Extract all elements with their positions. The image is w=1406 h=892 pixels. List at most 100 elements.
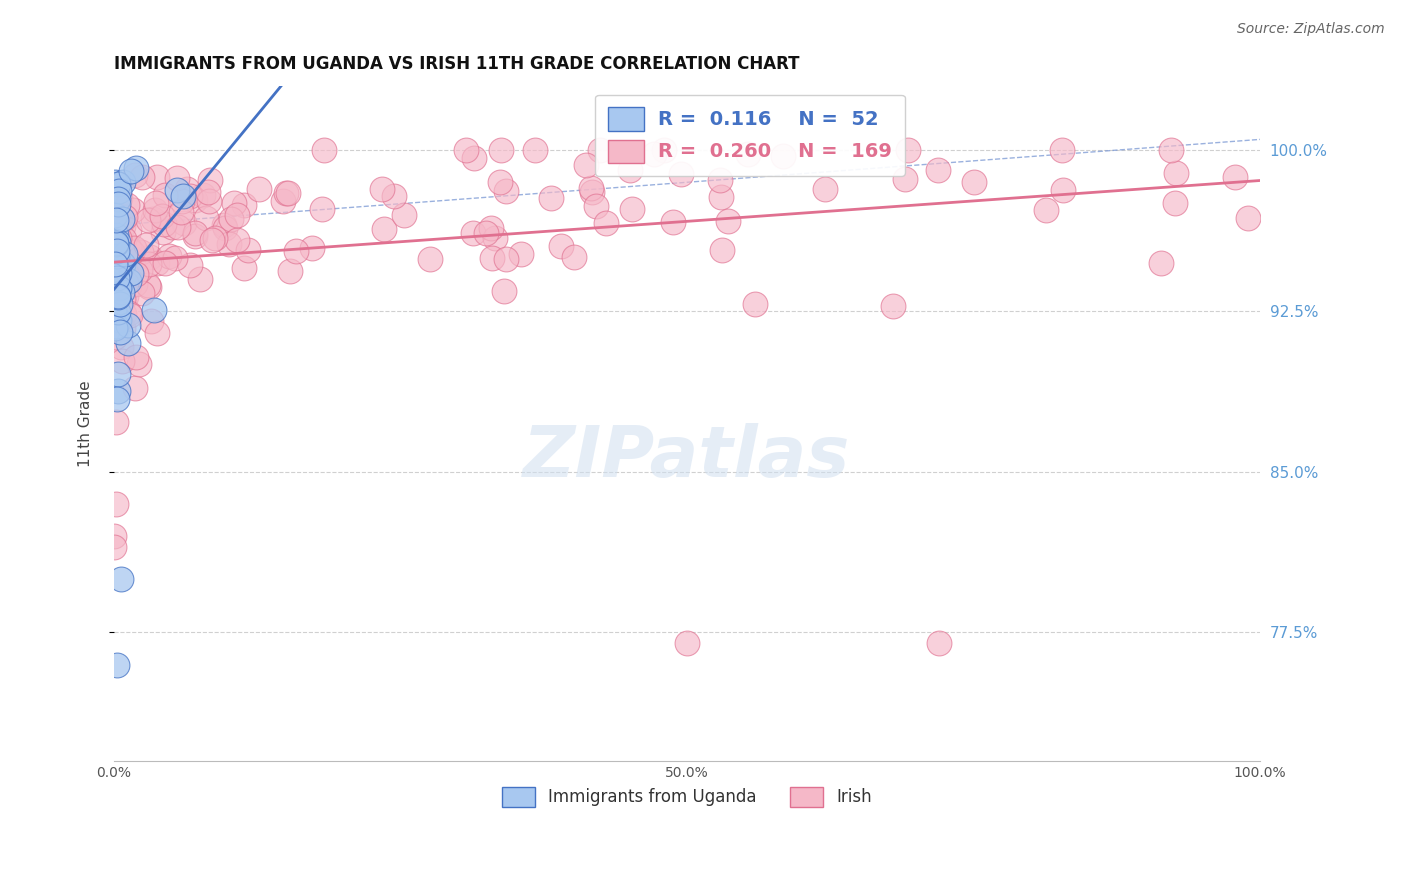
Point: [107, 177, 129, 191]
Point: [128, 262, 150, 277]
Point: [124, 168, 146, 182]
Point: [104, 235, 127, 249]
Point: [1223, 169, 1246, 184]
Point: [107, 319, 129, 334]
Point: [550, 239, 572, 253]
Point: [481, 220, 503, 235]
Point: [118, 252, 141, 267]
Point: [214, 220, 236, 235]
Point: [112, 257, 135, 271]
Point: [115, 198, 138, 212]
Point: [111, 213, 134, 227]
Point: [104, 322, 127, 336]
Point: [104, 256, 127, 270]
Point: [103, 303, 125, 318]
Point: [107, 384, 129, 399]
Point: [1052, 143, 1074, 157]
Point: [197, 185, 219, 199]
Point: [928, 636, 950, 650]
Point: [104, 321, 127, 335]
Point: [1164, 166, 1187, 180]
Point: [104, 208, 127, 222]
Point: [894, 171, 917, 186]
Point: [105, 244, 128, 258]
Point: [392, 208, 415, 222]
Point: [107, 269, 129, 284]
Point: [112, 308, 135, 322]
Point: [145, 196, 167, 211]
Point: [104, 415, 127, 429]
Point: [110, 279, 132, 293]
Point: [138, 280, 160, 294]
Point: [489, 143, 512, 157]
Point: [384, 189, 406, 203]
Point: [120, 267, 142, 281]
Point: [1160, 143, 1182, 157]
Point: [285, 244, 308, 258]
Point: [710, 190, 733, 204]
Point: [108, 231, 131, 245]
Point: [643, 146, 665, 161]
Point: [155, 256, 177, 270]
Point: [179, 258, 201, 272]
Point: [103, 175, 125, 189]
Point: [481, 252, 503, 266]
Point: [581, 185, 603, 199]
Point: [108, 281, 131, 295]
Point: [897, 143, 920, 157]
Point: [276, 186, 298, 200]
Point: [153, 217, 176, 231]
Y-axis label: 11th Grade: 11th Grade: [79, 380, 93, 467]
Point: [274, 186, 297, 201]
Point: [373, 222, 395, 236]
Point: [585, 198, 607, 212]
Point: [118, 308, 141, 322]
Point: [1164, 196, 1187, 211]
Point: [108, 185, 131, 199]
Point: [104, 330, 127, 344]
Point: [143, 302, 166, 317]
Point: [621, 202, 644, 216]
Legend: Immigrants from Uganda, Irish: Immigrants from Uganda, Irish: [495, 780, 879, 814]
Point: [111, 211, 134, 226]
Point: [115, 277, 138, 291]
Point: [122, 241, 145, 255]
Point: [110, 325, 132, 339]
Point: [114, 210, 136, 224]
Point: [188, 272, 211, 286]
Point: [152, 225, 174, 239]
Point: [125, 161, 148, 175]
Point: [212, 219, 235, 233]
Point: [107, 288, 129, 302]
Point: [652, 143, 675, 157]
Point: [173, 216, 195, 230]
Point: [105, 281, 128, 295]
Point: [105, 213, 128, 227]
Point: [575, 158, 598, 172]
Point: [103, 235, 125, 249]
Point: [115, 288, 138, 302]
Point: [179, 189, 201, 203]
Point: [709, 172, 731, 186]
Point: [814, 181, 837, 195]
Point: [1237, 211, 1260, 225]
Point: [108, 315, 131, 329]
Point: [524, 143, 547, 157]
Point: [232, 260, 254, 275]
Point: [124, 277, 146, 291]
Point: [110, 297, 132, 311]
Point: [105, 265, 128, 279]
Point: [226, 233, 249, 247]
Point: [562, 250, 585, 264]
Point: [114, 276, 136, 290]
Text: Source: ZipAtlas.com: Source: ZipAtlas.com: [1237, 22, 1385, 37]
Point: [105, 293, 128, 307]
Point: [111, 175, 134, 189]
Point: [125, 267, 148, 281]
Point: [107, 290, 129, 304]
Point: [110, 340, 132, 354]
Point: [419, 252, 441, 266]
Point: [145, 326, 167, 340]
Point: [162, 220, 184, 235]
Point: [107, 367, 129, 381]
